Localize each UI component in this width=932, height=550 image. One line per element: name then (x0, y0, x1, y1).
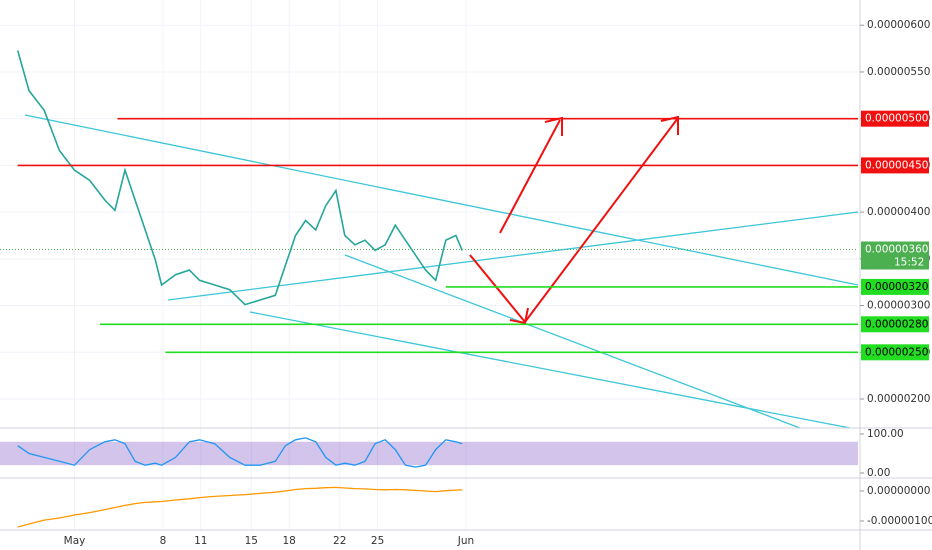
series-line (16, 50, 463, 306)
data-layer (0, 50, 858, 528)
countdown: 15:52 (894, 257, 924, 269)
price-level-label: 0.00000250 (865, 346, 928, 358)
drawings (24, 114, 859, 429)
price-level-tag (861, 278, 929, 295)
last-price-label: 0.00000360 (865, 244, 928, 256)
price-level-tag (861, 344, 929, 361)
y-tick-label: 0.00000300 (867, 300, 930, 312)
trendline (344, 254, 801, 429)
price-level-label: 0.00000450 (865, 159, 928, 171)
y-tick-label: 0.00000600 (867, 19, 930, 31)
trendline (167, 211, 859, 301)
x-tick-label: 18 (283, 535, 296, 547)
price-level-tag (861, 110, 929, 127)
y-tick-label: 100.00 (867, 428, 904, 440)
y-tick-label: 0.00000400 (867, 206, 930, 218)
x-tick-label: 22 (333, 535, 346, 547)
y-tick-label: 0.00000200 (867, 393, 930, 405)
y-tick-label: -0.00000100 (867, 515, 932, 527)
series-line (17, 486, 463, 528)
x-tick-label: 8 (160, 535, 167, 547)
x-tick-label: 25 (371, 535, 384, 547)
axis-layer: May 11 18 25 Jun 8 15 22 0.00000600 0.00000550 0.0… (64, 19, 932, 547)
arrow-head (660, 115, 679, 135)
last-price-tag (861, 241, 929, 270)
stoch-band (0, 441, 858, 466)
x-tick-label: 15 (245, 535, 258, 547)
y-tick-label: 0.00000000 (867, 485, 930, 497)
trendline (24, 114, 859, 286)
y-tick-label: 0.00 (867, 467, 890, 479)
price-level-tag (861, 157, 929, 174)
x-tick-label: 11 (194, 535, 207, 547)
arrows (469, 115, 679, 325)
y-tick-label: 0.00000550 (867, 66, 930, 78)
price-level-label: 0.00000280 (865, 318, 928, 330)
x-tick-label: May (64, 535, 86, 547)
price-level-tag (861, 316, 929, 333)
x-tick-label: Jun (457, 535, 474, 547)
price-level-label: 0.00000500 (865, 113, 928, 125)
arrow-head (509, 307, 529, 325)
trendline (249, 311, 851, 429)
arrow (499, 119, 561, 234)
price-level-label: 0.00000320 (865, 281, 928, 293)
series-line (17, 437, 463, 468)
